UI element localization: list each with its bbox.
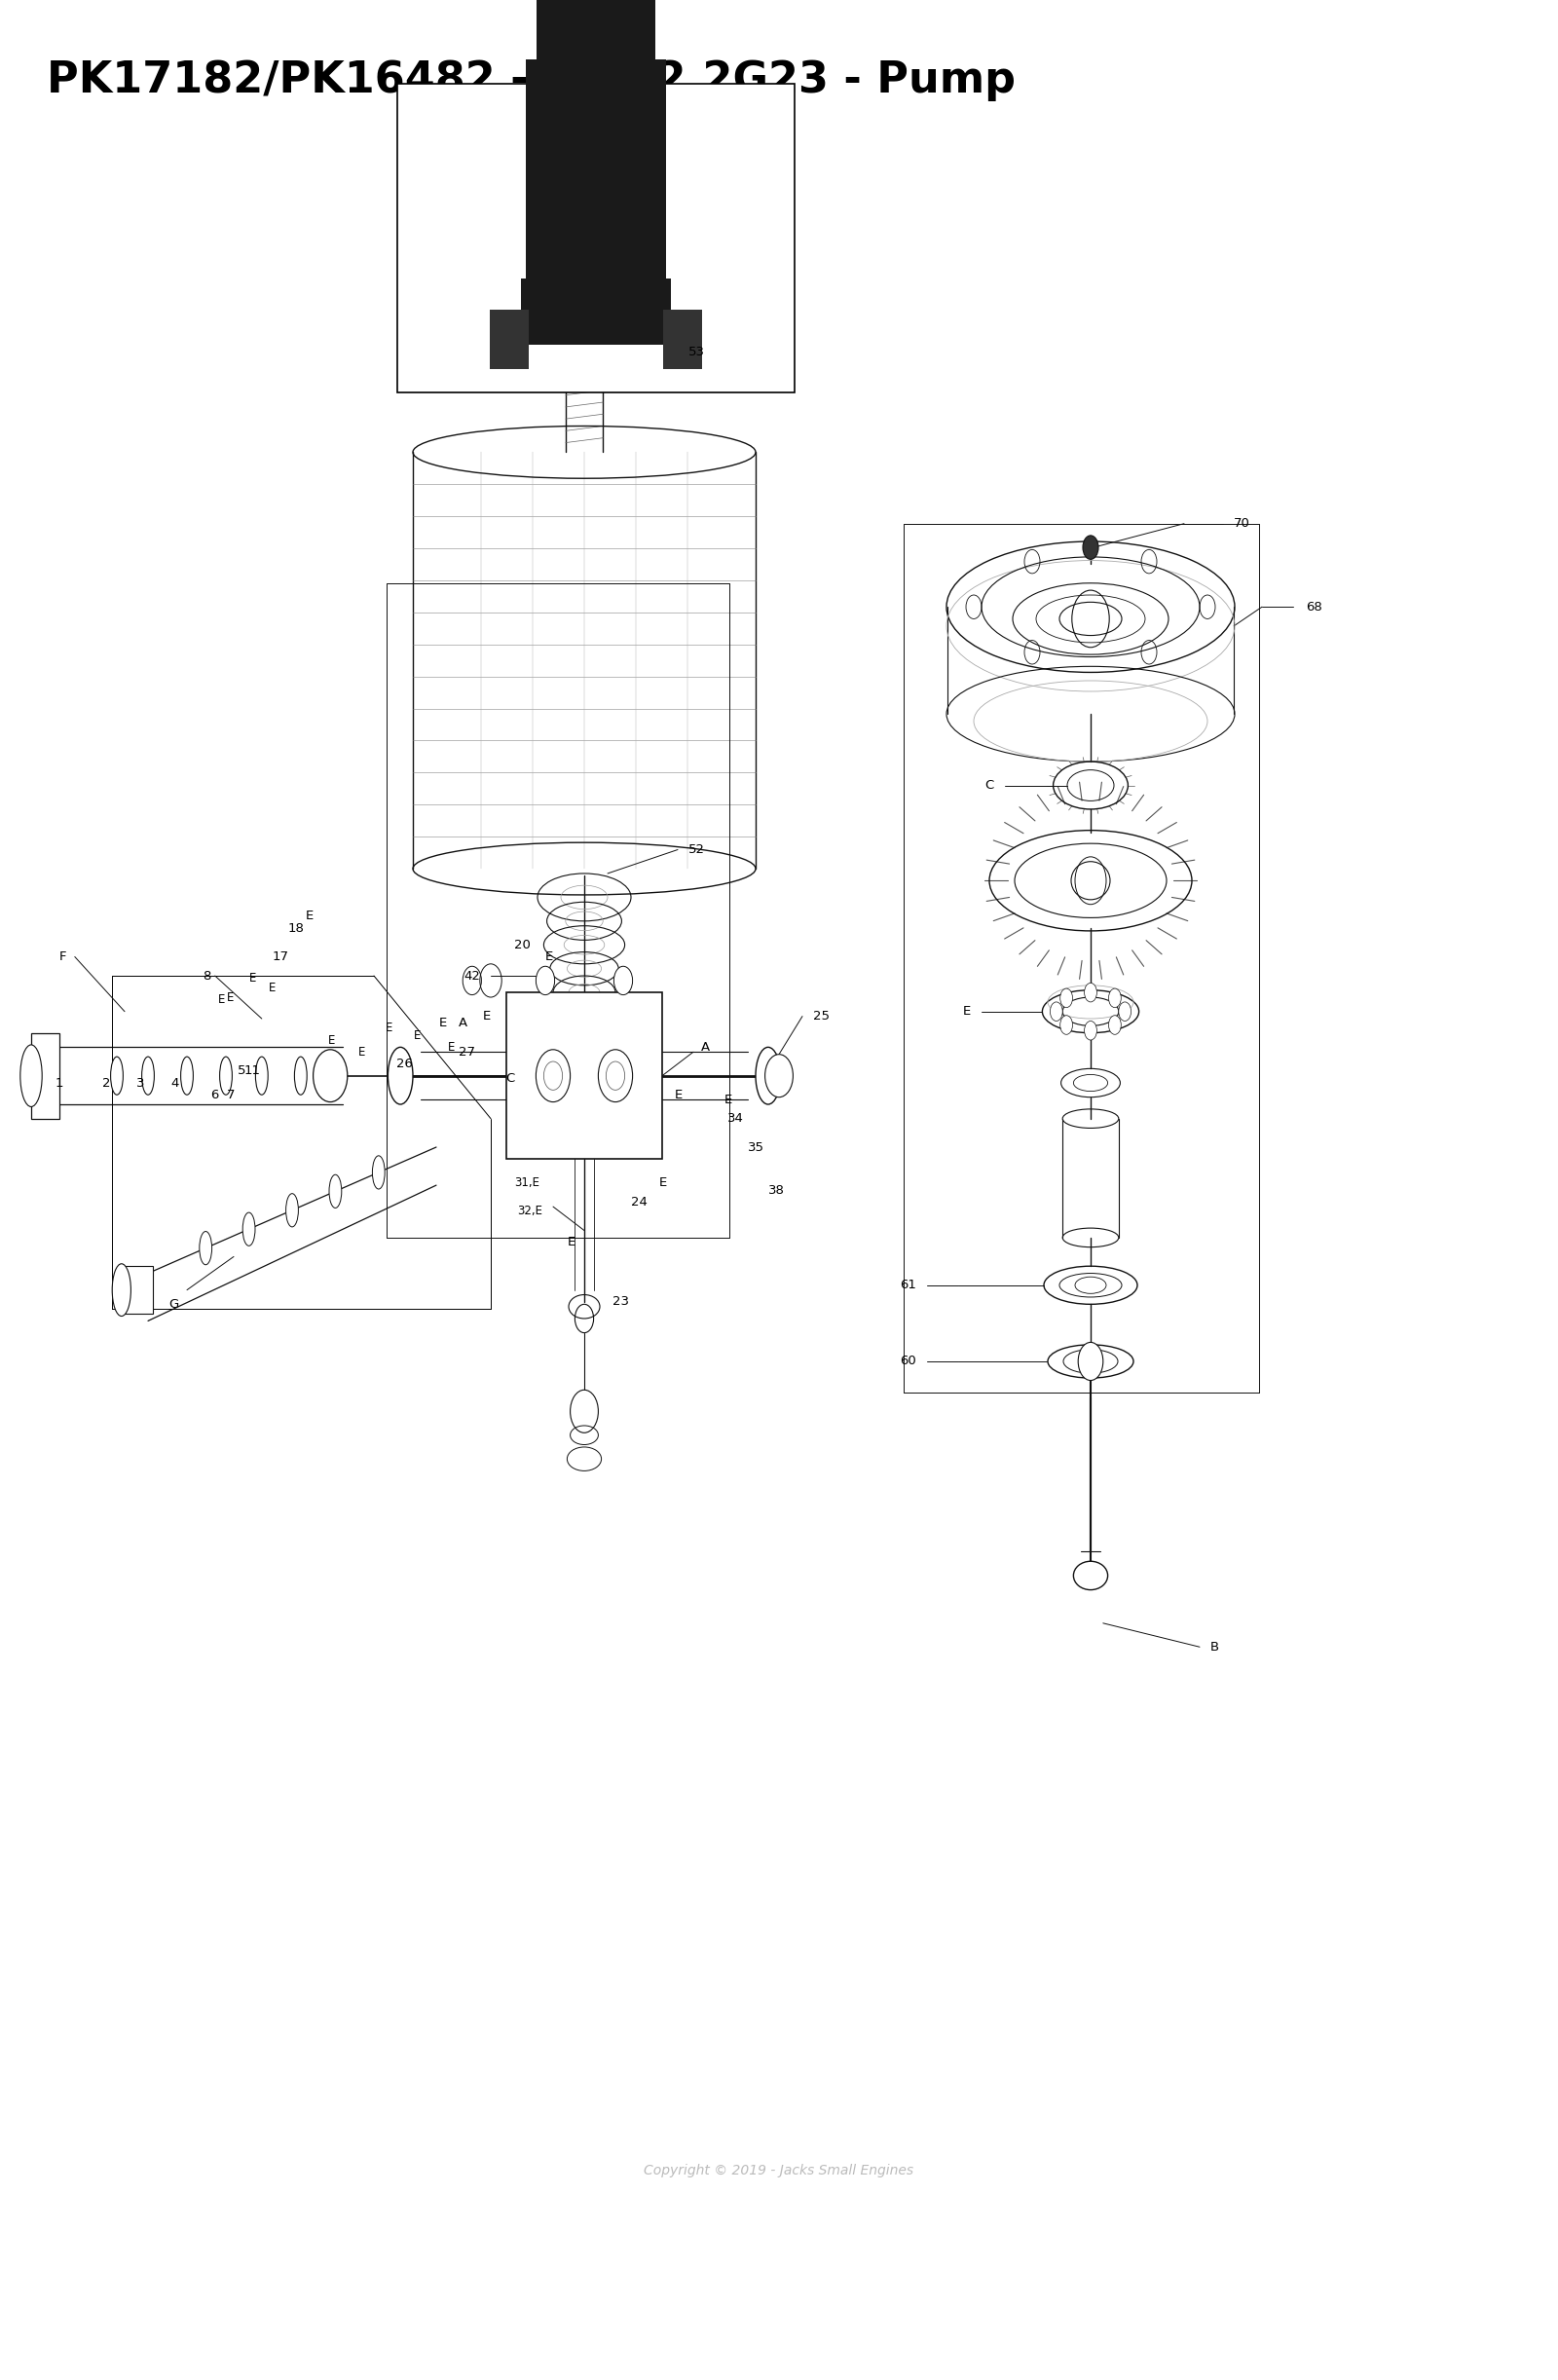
Text: E: E (439, 1016, 447, 1031)
Text: 70: 70 (1234, 516, 1251, 531)
Text: 7: 7 (226, 1088, 235, 1102)
Text: A: A (701, 1040, 710, 1054)
Ellipse shape (243, 1211, 256, 1245)
Bar (397, 83, 795, 393)
Text: 25: 25 (813, 1009, 830, 1023)
Text: 68: 68 (1306, 600, 1321, 614)
Text: 34: 34 (728, 1111, 745, 1126)
Ellipse shape (756, 1047, 781, 1104)
Text: 26: 26 (396, 1057, 413, 1071)
Text: E: E (963, 1004, 971, 1019)
Text: E: E (545, 950, 553, 964)
Text: E: E (724, 1092, 732, 1107)
Text: 5: 5 (237, 1064, 246, 1078)
Circle shape (1084, 1021, 1097, 1040)
Text: E: E (305, 909, 313, 923)
Bar (664, 309, 701, 369)
Bar (489, 309, 530, 369)
Text: 27: 27 (458, 1045, 475, 1059)
Text: 35: 35 (748, 1140, 765, 1154)
Text: E: E (567, 1235, 576, 1250)
Ellipse shape (112, 1264, 131, 1316)
Text: E: E (358, 1045, 365, 1059)
Text: Jacks
SMALL
ENGINES: Jacks SMALL ENGINES (592, 995, 639, 1028)
Circle shape (570, 1390, 598, 1433)
Ellipse shape (111, 1057, 123, 1095)
Circle shape (1109, 1016, 1122, 1035)
Text: E: E (329, 1033, 335, 1047)
Text: E: E (270, 981, 276, 995)
Text: 3: 3 (136, 1076, 145, 1090)
Text: E: E (227, 990, 234, 1004)
Ellipse shape (142, 1057, 154, 1095)
Ellipse shape (372, 1157, 385, 1190)
Text: 60: 60 (901, 1354, 916, 1368)
Text: 52: 52 (689, 843, 706, 857)
Text: E: E (386, 1021, 393, 1035)
Text: B: B (1211, 1640, 1220, 1654)
Text: 8: 8 (203, 969, 210, 983)
Circle shape (569, 1054, 600, 1102)
Ellipse shape (220, 1057, 232, 1095)
Circle shape (1083, 536, 1098, 559)
Text: 6: 6 (210, 1088, 220, 1102)
Text: 53: 53 (689, 345, 706, 359)
Circle shape (536, 966, 555, 995)
Circle shape (1059, 1016, 1072, 1035)
Text: F: F (59, 950, 67, 964)
Ellipse shape (388, 1047, 413, 1104)
Text: G: G (168, 1297, 178, 1311)
Text: Copyright © 2019 - Jacks Small Engines: Copyright © 2019 - Jacks Small Engines (643, 2163, 915, 2178)
Text: E: E (218, 992, 224, 1007)
Circle shape (1050, 1002, 1063, 1021)
Ellipse shape (199, 1230, 212, 1264)
Bar (506, 992, 662, 1159)
Text: 17: 17 (273, 950, 290, 964)
Bar (31, 1033, 59, 1119)
Ellipse shape (256, 1057, 268, 1095)
Ellipse shape (20, 1045, 42, 1107)
Text: 20: 20 (514, 938, 531, 952)
Text: E: E (249, 971, 256, 985)
Text: 4: 4 (170, 1076, 179, 1090)
Ellipse shape (313, 1050, 347, 1102)
Text: 1: 1 (55, 1076, 64, 1090)
Ellipse shape (1073, 1561, 1108, 1590)
Text: 32,E: 32,E (517, 1204, 542, 1219)
Circle shape (1119, 1002, 1131, 1021)
Text: 23: 23 (612, 1295, 629, 1309)
Text: 2: 2 (101, 1076, 111, 1090)
Text: 42: 42 (463, 969, 480, 983)
Text: E: E (483, 1009, 491, 1023)
Text: E: E (414, 1028, 421, 1042)
Text: 31,E: 31,E (514, 1176, 539, 1190)
Text: C: C (985, 778, 994, 793)
Text: E: E (675, 1088, 682, 1102)
Circle shape (765, 1054, 793, 1097)
Text: 11: 11 (245, 1064, 260, 1078)
Text: 24: 24 (631, 1195, 648, 1209)
Circle shape (614, 966, 633, 995)
Circle shape (1078, 1342, 1103, 1380)
Bar (527, 60, 667, 286)
Bar (520, 278, 670, 345)
Text: PK17182/PK16482 - XJW 2.2G23 - Pump: PK17182/PK16482 - XJW 2.2G23 - Pump (47, 60, 1016, 102)
Circle shape (1109, 988, 1122, 1007)
Ellipse shape (287, 1192, 299, 1226)
Text: C: C (505, 1071, 514, 1085)
Ellipse shape (294, 1057, 307, 1095)
Text: E: E (659, 1176, 667, 1190)
Text: 18: 18 (288, 921, 305, 935)
Text: 61: 61 (899, 1278, 916, 1292)
Circle shape (1059, 988, 1072, 1007)
Circle shape (1084, 983, 1097, 1002)
Bar (125, 1266, 153, 1314)
Ellipse shape (181, 1057, 193, 1095)
Text: A: A (458, 1016, 467, 1031)
Ellipse shape (329, 1176, 341, 1209)
Text: 38: 38 (768, 1183, 785, 1197)
Bar (536, 0, 656, 60)
Text: E: E (449, 1040, 455, 1054)
